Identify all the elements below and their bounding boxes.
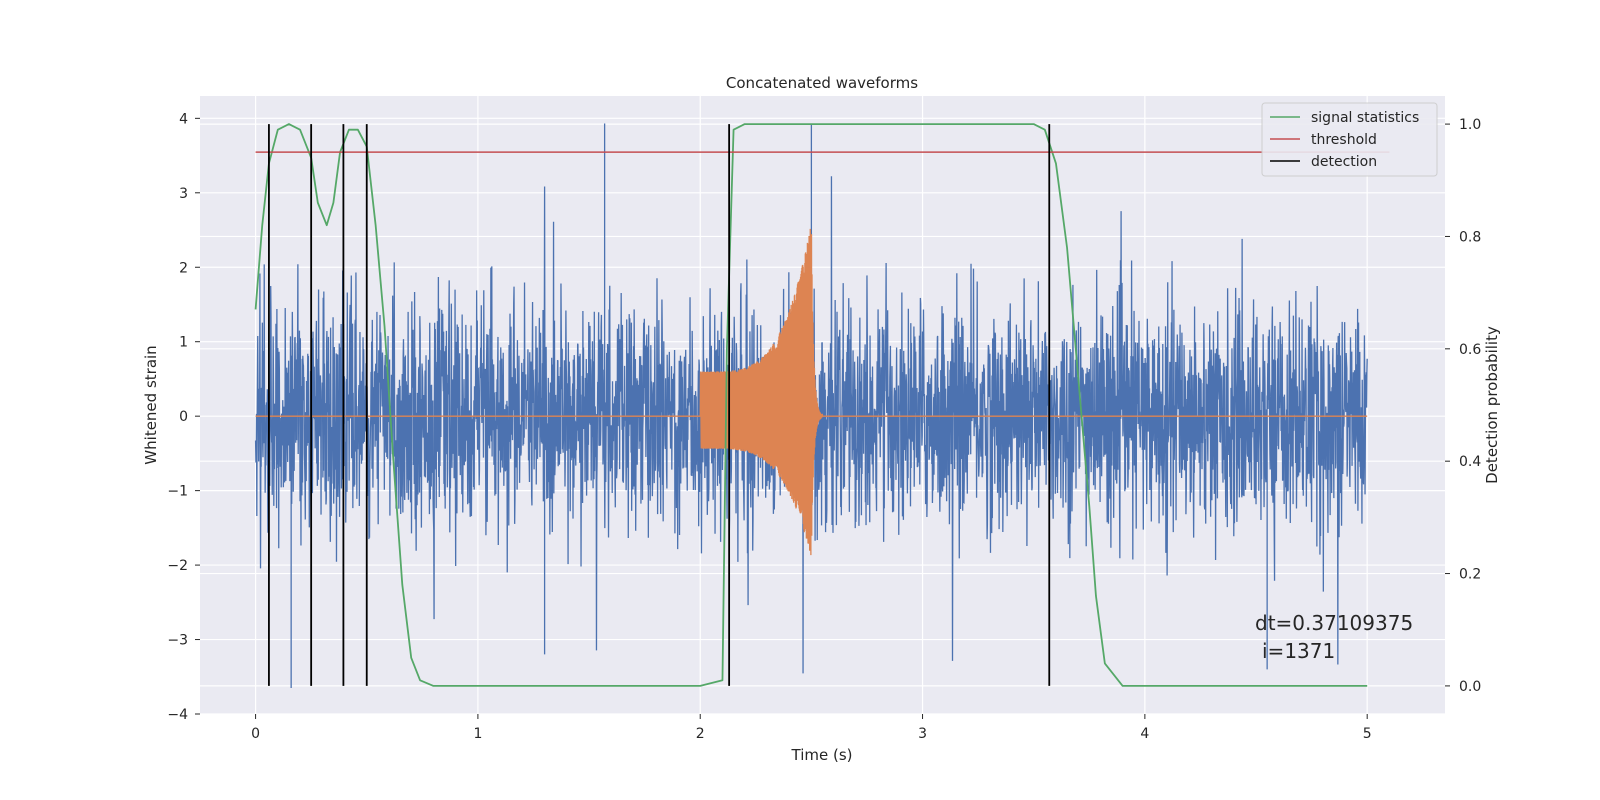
y-tick-label-1: −3 xyxy=(167,633,188,649)
y2-tick-label-0: 0.0 xyxy=(1459,679,1481,695)
detection-series xyxy=(268,124,1051,686)
x-axis-label: Time (s) xyxy=(791,746,853,764)
y2-tick-label-2: 0.4 xyxy=(1459,454,1481,470)
legend-label-threshold: threshold xyxy=(1311,132,1377,148)
legend-box xyxy=(1261,102,1438,177)
y-tick-label-6: 2 xyxy=(179,260,188,276)
x-tick-label-5: 5 xyxy=(1363,726,1372,742)
annotation-i: i=1371 xyxy=(1262,639,1335,663)
x-tick-label-2: 2 xyxy=(696,726,705,742)
y-tick-label-2: −2 xyxy=(167,558,188,574)
signal-statistics-line xyxy=(254,123,1368,687)
signal-statistics-series xyxy=(254,123,1368,687)
x-tick-label-1: 1 xyxy=(473,726,482,742)
y-tick-label-3: −1 xyxy=(167,484,188,500)
y2-tick-label-1: 0.2 xyxy=(1459,567,1481,583)
y2-tick-label-4: 0.8 xyxy=(1459,229,1481,245)
x-tick-label-3: 3 xyxy=(918,726,927,742)
y-tick-label-8: 4 xyxy=(179,111,188,127)
y-tick-label-7: 3 xyxy=(179,186,188,202)
x-tick-label-4: 4 xyxy=(1140,726,1149,742)
y2-tick-label-5: 1.0 xyxy=(1459,117,1481,133)
signal-injection-line xyxy=(255,228,1368,556)
y-tick-label-5: 1 xyxy=(179,335,188,351)
ticks: 0 1 2 3 4 5 −4 −3 −2 −1 0 1 2 3 4 0.0 0.2 0.4 0.6 0.8 1.0 xyxy=(167,111,1481,742)
legend-label-signal-statistics: signal statistics xyxy=(1311,110,1419,126)
y-tick-label-4: 0 xyxy=(179,409,188,425)
y2-axis-label: Detection probability xyxy=(1483,326,1501,484)
x-tick-label-0: 0 xyxy=(251,726,260,742)
y2-tick-label-3: 0.6 xyxy=(1459,342,1481,358)
y-tick-label-0: −4 xyxy=(167,707,188,723)
legend-label-detection: detection xyxy=(1311,154,1377,170)
legend: signal statistics threshold detection xyxy=(1261,102,1438,177)
signal-injection-series xyxy=(255,228,1368,556)
annotation-dt: dt=0.37109375 xyxy=(1255,611,1413,635)
y-axis-label: Whitened strain xyxy=(142,345,160,464)
chart-title: Concatenated waveforms xyxy=(726,74,918,92)
